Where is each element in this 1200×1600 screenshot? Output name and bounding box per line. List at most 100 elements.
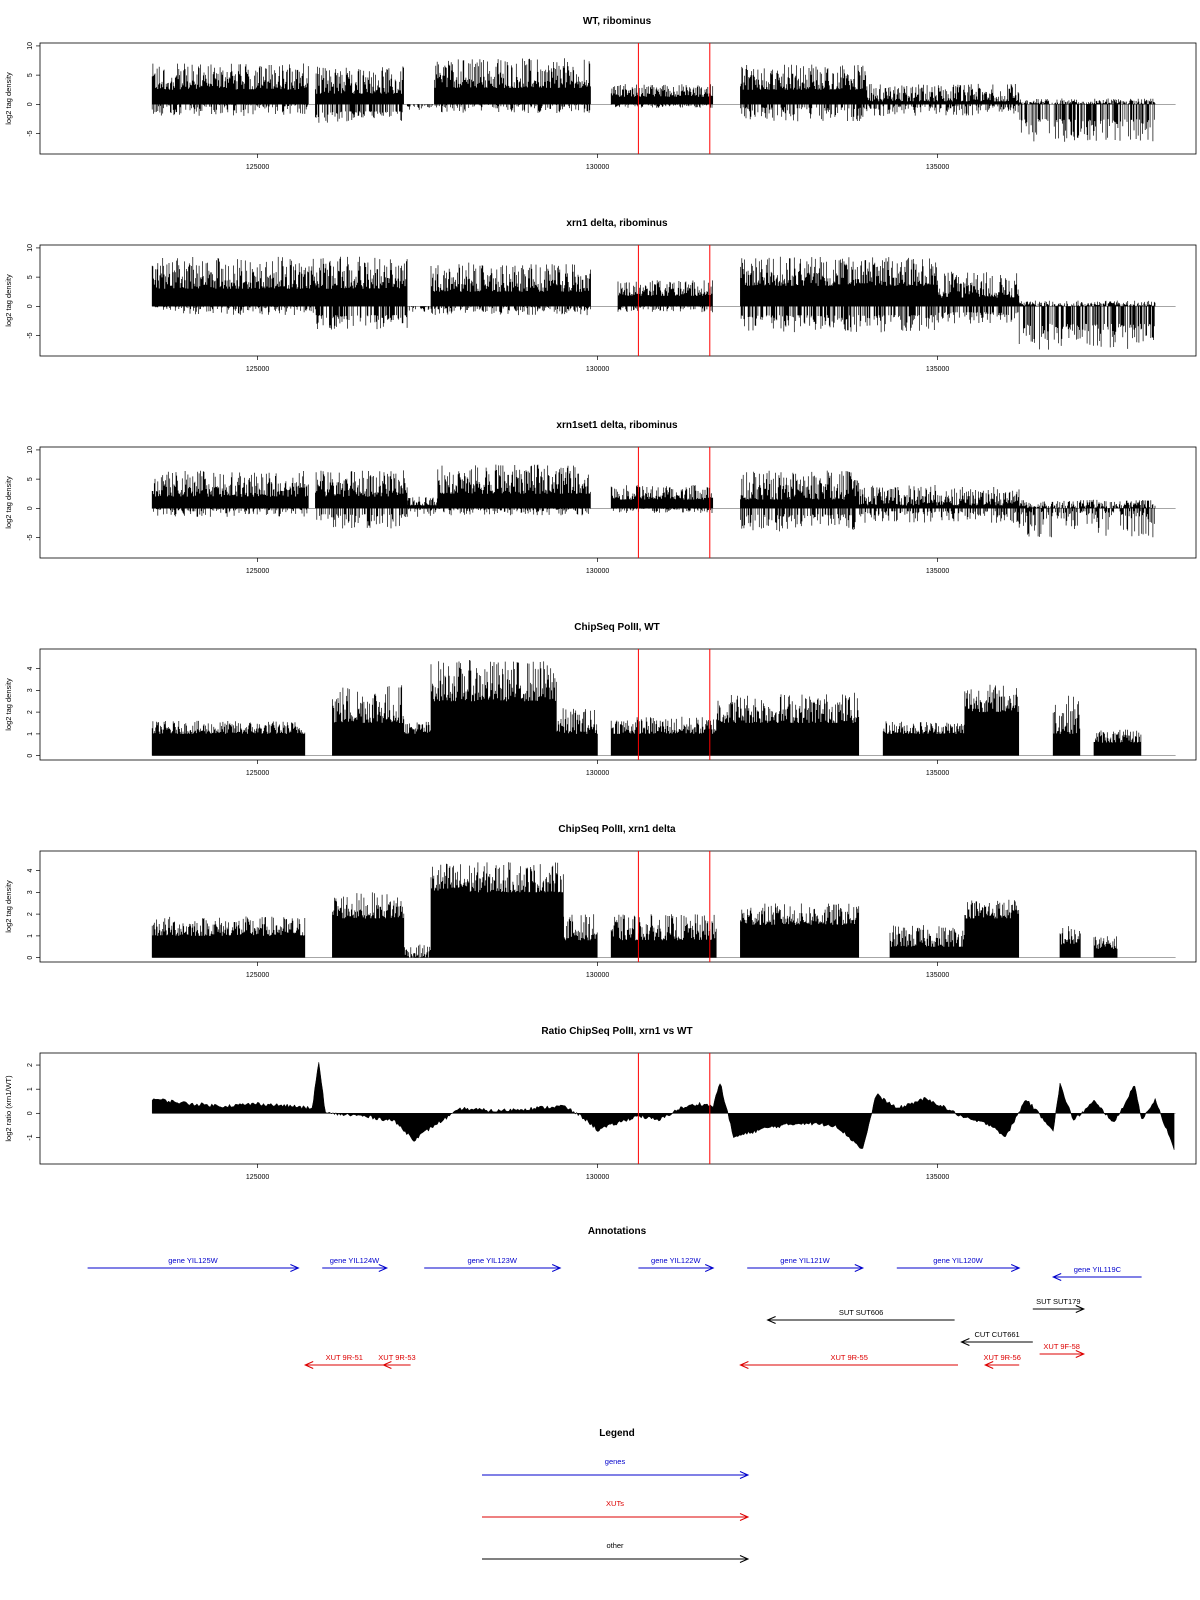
xut-annotation: XUT 9R-55 bbox=[739, 1353, 958, 1369]
annotations-panel: Annotations gene YIL125W gene YIL124W gene… bbox=[87, 1226, 1142, 1369]
annotation-label: gene YIL122W bbox=[651, 1256, 701, 1265]
legend-entry-gene: genes bbox=[482, 1457, 750, 1479]
x-tick-label: 130000 bbox=[586, 366, 609, 373]
y-tick-label: 0 bbox=[27, 1111, 34, 1115]
track-title: ChipSeq PolII, WT bbox=[574, 622, 660, 633]
x-tick-label: 130000 bbox=[586, 972, 609, 979]
y-tick-label: 4 bbox=[27, 667, 34, 671]
annotation-arrowhead bbox=[1075, 1350, 1086, 1358]
y-tick-label: -5 bbox=[27, 534, 34, 540]
track-title: WT, ribominus bbox=[583, 16, 652, 27]
annotation-label: gene YIL124W bbox=[330, 1256, 380, 1265]
track-title: xrn1set1 delta, ribominus bbox=[556, 420, 678, 431]
y-tick-label: 10 bbox=[27, 42, 34, 50]
y-tick-label: 10 bbox=[27, 446, 34, 454]
y-axis-label: log2 ratio (xrn1/WT) bbox=[4, 1075, 13, 1142]
annotation-arrowhead bbox=[704, 1264, 715, 1272]
annotation-label: XUT 9R-55 bbox=[831, 1353, 868, 1362]
y-tick-label: 0 bbox=[27, 102, 34, 106]
annotation-arrowhead bbox=[766, 1316, 776, 1324]
x-tick-label: 135000 bbox=[926, 972, 949, 979]
other-annotation: SUT SUT606 bbox=[766, 1308, 955, 1324]
legend-arrowhead bbox=[739, 1513, 750, 1521]
annotation-label: XUT 9R-56 bbox=[984, 1353, 1021, 1362]
track-xrn1: xrn1 delta, ribominus log2 tag density -5 0… bbox=[4, 218, 1197, 373]
annotation-arrowhead bbox=[290, 1264, 300, 1272]
other-annotation: SUT SUT179 bbox=[1032, 1297, 1086, 1313]
x-tick-label: 135000 bbox=[926, 366, 949, 373]
y-tick-label: -1 bbox=[27, 1134, 34, 1140]
y-tick-label: 0 bbox=[27, 956, 34, 960]
track-title: ChipSeq PolII, xrn1 delta bbox=[558, 824, 676, 835]
y-tick-label: 5 bbox=[27, 275, 34, 279]
annotation-arrowhead bbox=[1075, 1305, 1086, 1313]
annotation-label: XUT 9R-51 bbox=[326, 1353, 363, 1362]
gene-annotation: gene YIL125W bbox=[87, 1256, 300, 1272]
bar-series bbox=[151, 464, 1156, 538]
x-tick-label: 130000 bbox=[586, 164, 609, 171]
x-tick-label: 135000 bbox=[926, 568, 949, 575]
annotation-label: gene YIL119C bbox=[1074, 1265, 1122, 1274]
plot-frame bbox=[39, 850, 1197, 963]
annotation-arrowhead bbox=[854, 1264, 865, 1272]
annotation-label: gene YIL121W bbox=[780, 1256, 830, 1265]
x-tick-label: 125000 bbox=[246, 366, 269, 373]
x-tick-label: 135000 bbox=[926, 1174, 949, 1181]
track-wt: WT, ribominus log2 tag density -5 0 5 10 12500… bbox=[4, 16, 1197, 171]
x-tick-label: 125000 bbox=[246, 164, 269, 171]
annotation-arrowhead bbox=[1010, 1264, 1021, 1272]
y-tick-label: 2 bbox=[27, 1063, 34, 1067]
annotation-arrowhead bbox=[382, 1361, 392, 1369]
gene-annotation: gene YIL121W bbox=[747, 1256, 865, 1272]
bar-series bbox=[151, 660, 1142, 756]
y-axis-label: log2 tag density bbox=[4, 274, 13, 327]
plot-frame bbox=[39, 1052, 1197, 1165]
y-axis-label: log2 tag density bbox=[4, 678, 13, 731]
x-tick-label: 125000 bbox=[246, 770, 269, 777]
xut-annotation: XUT 9R-53 bbox=[378, 1353, 416, 1369]
annotation-label: SUT SUT179 bbox=[1036, 1297, 1080, 1306]
x-tick-label: 125000 bbox=[246, 972, 269, 979]
annotation-label: XUT 9F-58 bbox=[1043, 1342, 1080, 1351]
track-polii_xrn1: ChipSeq PolII, xrn1 delta log2 tag densit… bbox=[4, 824, 1197, 979]
gene-annotation: gene YIL123W bbox=[424, 1256, 562, 1272]
y-tick-label: 2 bbox=[27, 710, 34, 714]
annotation-arrowhead bbox=[378, 1264, 389, 1272]
annotation-label: gene YIL120W bbox=[933, 1256, 983, 1265]
xut-annotation: XUT 9R-51 bbox=[303, 1353, 384, 1369]
track-xrn1set1: xrn1set1 delta, ribominus log2 tag densit… bbox=[4, 420, 1197, 575]
y-tick-label: 0 bbox=[27, 304, 34, 308]
y-axis-label: log2 tag density bbox=[4, 72, 13, 125]
annotation-arrowhead bbox=[739, 1361, 749, 1369]
bar-series bbox=[151, 58, 1156, 142]
x-tick-label: 130000 bbox=[586, 1174, 609, 1181]
y-tick-label: 10 bbox=[27, 244, 34, 252]
annotation-label: SUT SUT606 bbox=[839, 1308, 883, 1317]
annotation-label: gene YIL125W bbox=[168, 1256, 218, 1265]
x-tick-label: 130000 bbox=[586, 568, 609, 575]
x-tick-label: 125000 bbox=[246, 1174, 269, 1181]
legend-arrowhead bbox=[739, 1471, 750, 1479]
x-tick-label: 125000 bbox=[246, 568, 269, 575]
y-tick-label: 5 bbox=[27, 73, 34, 77]
ratio-area bbox=[151, 1062, 1175, 1150]
xut-annotation: XUT 9R-56 bbox=[984, 1353, 1021, 1369]
track-title: Ratio ChipSeq PolII, xrn1 vs WT bbox=[541, 1026, 692, 1037]
y-axis-label: log2 tag density bbox=[4, 476, 13, 529]
bar-series bbox=[151, 256, 1156, 350]
y-tick-label: 3 bbox=[27, 890, 34, 894]
y-tick-label: 2 bbox=[27, 912, 34, 916]
plot-frame bbox=[39, 648, 1197, 761]
annotation-arrowhead bbox=[303, 1361, 314, 1369]
y-axis-label: log2 tag density bbox=[4, 880, 13, 933]
annotation-arrowhead bbox=[960, 1338, 970, 1346]
plot-frame bbox=[39, 42, 1197, 155]
y-tick-label: 5 bbox=[27, 477, 34, 481]
y-tick-label: 1 bbox=[27, 934, 34, 938]
annotation-label: gene YIL123W bbox=[467, 1256, 517, 1265]
plot-frame bbox=[39, 446, 1197, 559]
legend-arrowhead bbox=[739, 1555, 750, 1563]
annotation-arrowhead bbox=[1051, 1273, 1062, 1281]
